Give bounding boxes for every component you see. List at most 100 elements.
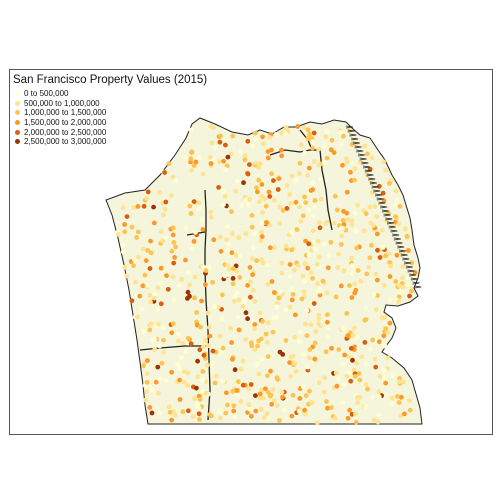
property-point	[387, 274, 393, 279]
property-point	[290, 353, 296, 359]
property-point	[147, 322, 152, 328]
property-point	[297, 204, 302, 210]
property-point	[340, 361, 346, 367]
property-point	[374, 277, 380, 283]
property-point	[175, 338, 181, 344]
property-point	[262, 196, 268, 202]
property-point	[183, 257, 188, 263]
property-point	[231, 408, 237, 414]
property-point	[157, 410, 163, 416]
property-point	[324, 399, 329, 404]
property-point	[306, 241, 312, 247]
property-point	[232, 298, 237, 304]
property-point	[220, 345, 226, 351]
property-point	[135, 314, 140, 320]
property-point	[275, 187, 281, 192]
property-point	[340, 217, 346, 223]
property-point	[364, 151, 370, 157]
property-point	[265, 281, 271, 287]
property-point	[381, 367, 387, 373]
property-point	[228, 325, 234, 331]
property-point	[260, 134, 265, 140]
property-point	[357, 159, 363, 165]
property-point	[251, 245, 256, 251]
property-point	[165, 286, 171, 292]
property-point	[402, 411, 407, 417]
property-point	[141, 328, 147, 334]
property-point	[349, 218, 355, 224]
property-point	[161, 212, 166, 218]
property-point	[289, 287, 295, 292]
property-point	[382, 375, 387, 380]
property-point	[207, 412, 213, 417]
property-point	[230, 281, 236, 287]
property-point	[370, 337, 376, 343]
property-point	[318, 196, 324, 202]
property-point	[169, 248, 175, 254]
property-point	[242, 157, 248, 163]
property-point	[222, 193, 228, 199]
property-point	[216, 185, 222, 190]
property-point	[240, 304, 246, 309]
property-point	[270, 387, 276, 392]
property-point	[398, 394, 404, 400]
property-point	[229, 250, 235, 256]
property-point	[284, 206, 290, 211]
property-point	[158, 229, 164, 235]
property-point	[208, 209, 214, 215]
property-point	[133, 293, 139, 299]
property-point	[181, 369, 187, 375]
property-point	[280, 352, 286, 357]
property-point	[401, 379, 406, 385]
property-point	[361, 228, 367, 234]
property-point	[225, 402, 230, 408]
property-point	[221, 202, 226, 208]
property-point	[311, 130, 317, 136]
property-point	[206, 264, 212, 270]
property-point	[298, 219, 304, 224]
property-point	[385, 330, 391, 335]
property-point	[367, 346, 373, 352]
property-point	[225, 223, 231, 229]
property-point	[363, 317, 369, 322]
property-point	[336, 347, 342, 352]
property-point	[166, 161, 172, 167]
property-point	[290, 392, 296, 398]
property-point	[306, 252, 312, 258]
property-point	[342, 381, 347, 387]
property-point	[259, 182, 265, 187]
property-point	[358, 278, 364, 284]
property-point	[398, 290, 404, 296]
property-point	[267, 194, 273, 199]
property-point	[196, 405, 202, 411]
property-point	[387, 260, 392, 265]
property-point	[247, 197, 253, 203]
property-point	[142, 272, 148, 278]
property-point	[349, 142, 355, 147]
property-point	[346, 354, 352, 359]
property-point	[355, 202, 360, 208]
property-point	[252, 322, 258, 327]
property-point	[214, 373, 219, 379]
property-point	[405, 248, 411, 253]
property-point	[161, 350, 167, 355]
legend-swatch-icon	[15, 91, 20, 97]
property-point	[279, 147, 284, 153]
property-point	[201, 344, 206, 350]
property-point	[253, 160, 259, 166]
property-point	[254, 185, 259, 191]
property-point	[210, 348, 216, 354]
property-point	[393, 279, 399, 284]
property-point	[323, 134, 329, 140]
property-point	[192, 274, 198, 280]
property-point	[263, 331, 269, 337]
property-point	[265, 155, 271, 161]
property-point	[280, 394, 285, 400]
property-point	[265, 149, 271, 155]
property-point	[227, 266, 232, 272]
property-point	[161, 337, 166, 343]
property-point	[224, 390, 229, 396]
property-point	[267, 393, 273, 399]
legend-item: 1,000,000 to 1,500,000	[15, 108, 106, 118]
